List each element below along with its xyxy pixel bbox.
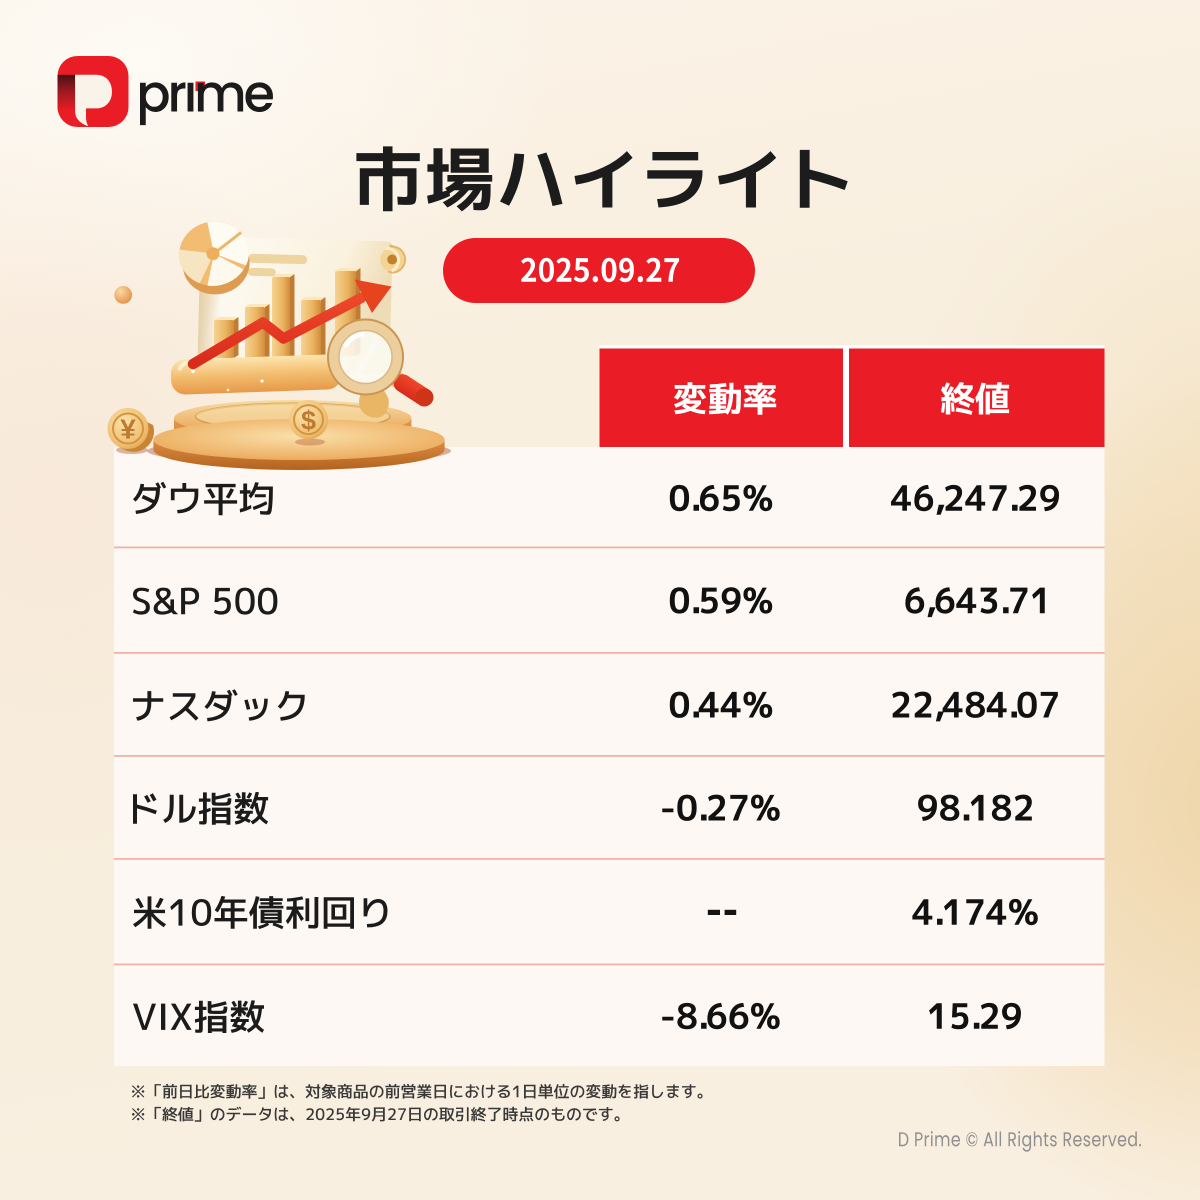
svg-text:¥: ¥ <box>120 414 136 445</box>
svg-text:$: $ <box>301 406 316 436</box>
